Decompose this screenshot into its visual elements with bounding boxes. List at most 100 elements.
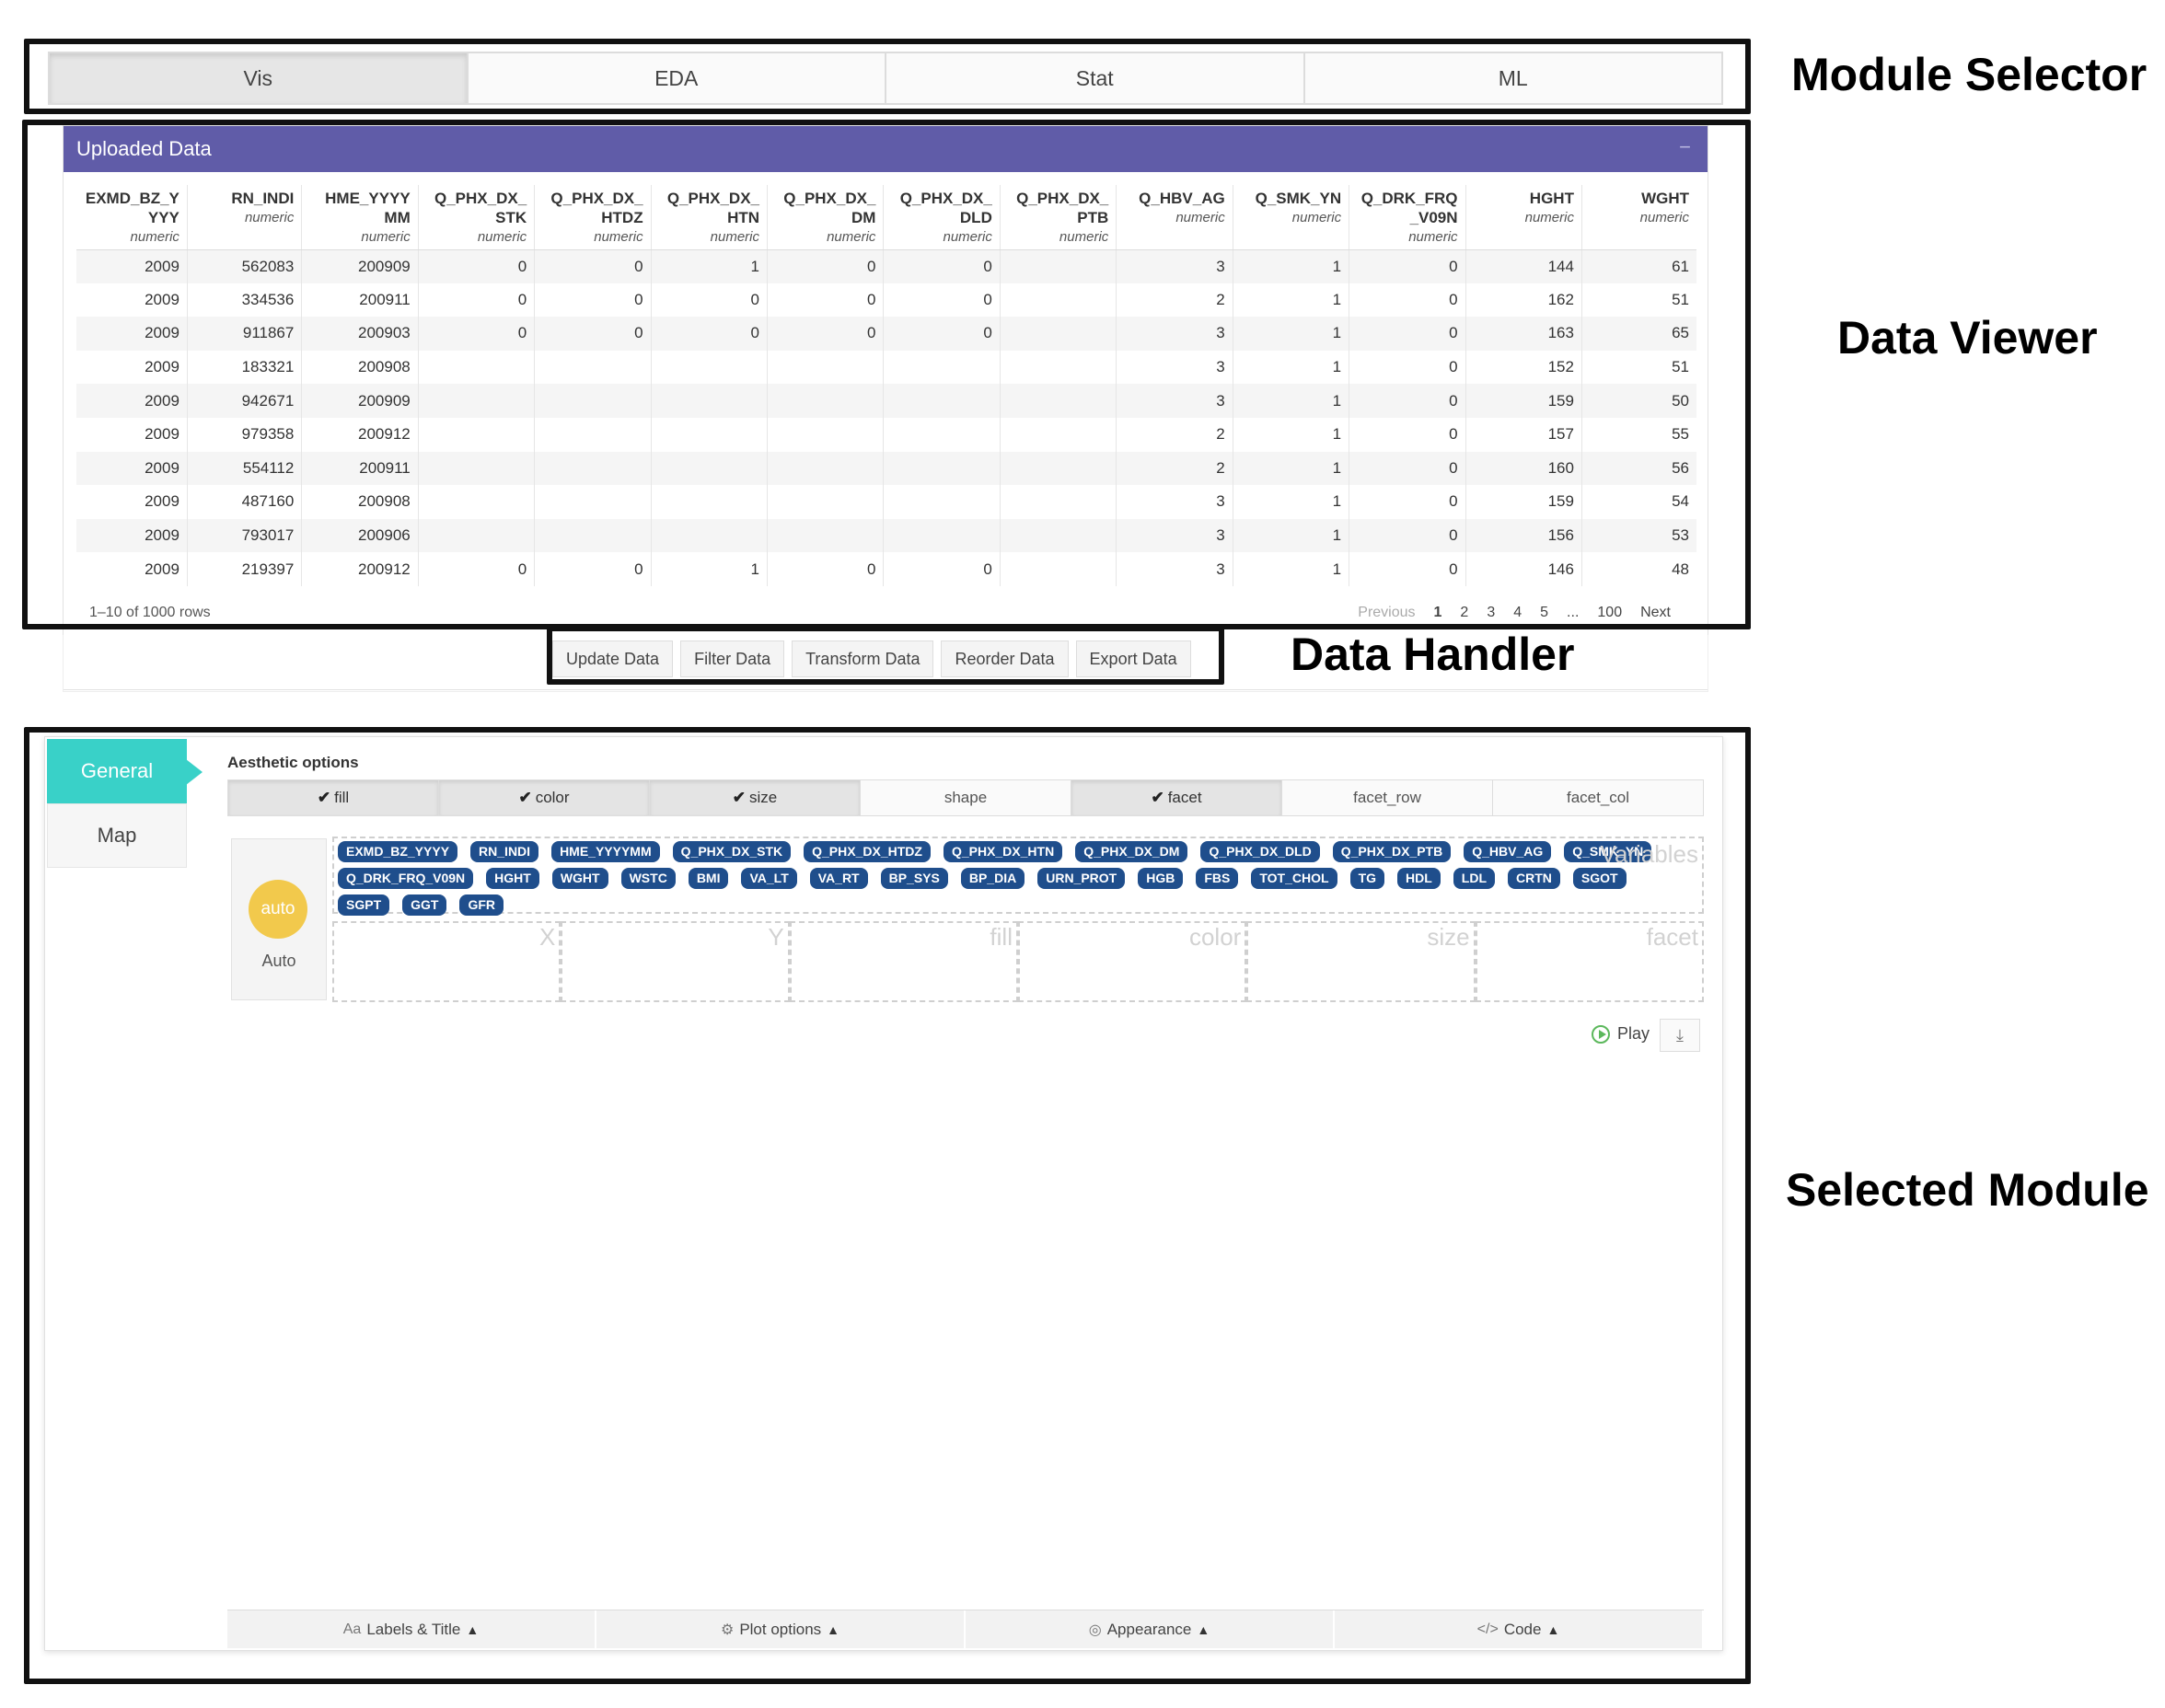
column-type: numeric <box>130 229 179 245</box>
variable-chip[interactable]: Q_PHX_DX_DM <box>1075 841 1188 862</box>
aesthetic-facet-col-toggle[interactable]: facet_col <box>1493 780 1703 815</box>
page-button[interactable]: 3 <box>1487 605 1496 620</box>
column-header[interactable]: HME_YYYY MM numeric <box>301 185 419 250</box>
tab-stat[interactable]: Stat <box>886 53 1305 103</box>
aesthetic-label: facet <box>1167 789 1202 806</box>
variable-chip[interactable]: GFR <box>459 894 504 916</box>
selected-module-annotation: Selected Module <box>1786 1164 2149 1216</box>
labels-title-button[interactable]: Aa Labels & Title ▲ <box>227 1610 596 1648</box>
uploaded-data-box: Uploaded Data − EXMD_BZ_Y YYY numeric RN_I… <box>63 125 1708 690</box>
transform-data-button[interactable]: Transform Data <box>792 640 934 677</box>
variable-chip[interactable]: WGHT <box>551 868 608 889</box>
page-button[interactable]: 100 <box>1597 605 1623 620</box>
variable-chip[interactable]: BP_DIA <box>960 868 1025 889</box>
variable-chip[interactable]: VA_LT <box>741 868 797 889</box>
data-viewer-frame <box>22 120 1751 629</box>
variable-chip[interactable]: Q_PHX_DX_PTB <box>1332 841 1452 862</box>
tab-vis[interactable]: Vis <box>50 53 469 103</box>
drop-zone-fill[interactable]: fill <box>789 921 1018 1002</box>
column-header[interactable]: Q_PHX_DX_ DLD numeric <box>883 185 1001 250</box>
aesthetic-size-toggle[interactable]: ✔ size <box>650 780 861 815</box>
variable-chip[interactable]: EXMD_BZ_YYYY <box>338 841 458 862</box>
variable-chip[interactable]: RN_INDI <box>470 841 539 862</box>
data-box-header: Uploaded Data − <box>64 126 1708 172</box>
auto-button[interactable]: auto <box>249 880 307 939</box>
page-button[interactable]: 2 <box>1460 605 1469 620</box>
variable-chip[interactable]: HME_YYYYMM <box>551 841 660 862</box>
column-header[interactable]: Q_PHX_DX_ HTN numeric <box>651 185 769 250</box>
column-header[interactable]: RN_INDI numeric <box>187 185 303 250</box>
variable-chip[interactable]: FBS <box>1196 868 1239 889</box>
variable-chip[interactable]: Q_PHX_DX_HTN <box>943 841 1063 862</box>
export-data-button[interactable]: Export Data <box>1075 640 1191 677</box>
drop-zone-x[interactable]: X <box>332 921 562 1002</box>
tab-map[interactable]: Map <box>47 803 187 868</box>
page-button[interactable]: 4 <box>1513 605 1522 620</box>
aesthetic-facet-toggle[interactable]: ✔ facet <box>1071 780 1282 815</box>
variable-chip[interactable]: Q_DRK_FRQ_V09N <box>338 868 474 889</box>
collapse-icon[interactable]: − <box>1679 135 1691 158</box>
drop-zone-size[interactable]: size <box>1246 921 1476 1002</box>
variable-chip[interactable]: TOT_CHOL <box>1251 868 1337 889</box>
column-header[interactable]: Q_PHX_DX_ STK numeric <box>418 185 536 250</box>
variable-chip[interactable]: LDL <box>1453 868 1496 889</box>
aesthetic-facet-row-toggle[interactable]: facet_row <box>1282 780 1493 815</box>
column-header[interactable]: HGHT numeric <box>1465 185 1582 250</box>
column-header[interactable]: Q_PHX_DX_ PTB numeric <box>1000 185 1117 250</box>
variable-chip[interactable]: Q_PHX_DX_DLD <box>1200 841 1320 862</box>
variable-chip[interactable]: BMI <box>688 868 729 889</box>
column-header[interactable]: Q_SMK_YN numeric <box>1233 185 1350 250</box>
aesthetic-color-toggle[interactable]: ✔ color <box>439 780 650 815</box>
column-header[interactable]: WGHT numeric <box>1581 185 1696 250</box>
drop-zone-color[interactable]: color <box>1017 921 1247 1002</box>
filter-data-button[interactable]: Filter Data <box>680 640 785 677</box>
page-button[interactable]: 5 <box>1540 605 1549 620</box>
table-cell: 200906 <box>301 518 419 553</box>
tab-general[interactable]: General <box>47 739 203 803</box>
previous-button[interactable]: Previous <box>1358 605 1416 620</box>
column-header[interactable]: Q_DRK_FRQ _V09N numeric <box>1349 185 1466 250</box>
tab-ml[interactable]: ML <box>1304 53 1721 103</box>
column-header[interactable]: EXMD_BZ_Y YYY numeric <box>76 185 188 250</box>
variable-chip[interactable]: SGOT <box>1572 868 1627 889</box>
variable-chip[interactable]: Q_SMK_YN <box>1564 841 1652 862</box>
variable-chip[interactable]: Q_PHX_DX_STK <box>672 841 792 862</box>
column-header[interactable]: Q_HBV_AG numeric <box>1116 185 1233 250</box>
appearance-button[interactable]: ◎ Appearance ▲ <box>966 1610 1335 1648</box>
plot-options-button[interactable]: ⚙ Plot options ▲ <box>596 1610 966 1648</box>
column-header[interactable]: Q_PHX_DX_ DM numeric <box>767 185 885 250</box>
next-button[interactable]: Next <box>1640 605 1671 620</box>
variable-chip[interactable]: HDL <box>1397 868 1441 889</box>
tab-eda[interactable]: EDA <box>468 53 886 103</box>
table-cell: 911867 <box>187 317 303 351</box>
drop-zone-y[interactable]: Y <box>561 921 790 1002</box>
table-cell: 0 <box>534 317 652 351</box>
variable-chip[interactable]: Q_PHX_DX_HTDZ <box>804 841 931 862</box>
drop-zone-facet[interactable]: facet <box>1475 921 1704 1002</box>
code-button[interactable]: </> Code ▲ <box>1335 1610 1704 1648</box>
table-cell: 0 <box>883 317 1001 351</box>
variable-chip[interactable]: BP_SYS <box>880 868 948 889</box>
page-button[interactable]: 1 <box>1433 605 1442 620</box>
variable-chip[interactable]: HGHT <box>486 868 539 889</box>
table-cell <box>534 451 652 486</box>
variable-chip[interactable]: URN_PROT <box>1037 868 1126 889</box>
variable-chip[interactable]: CRTN <box>1508 868 1560 889</box>
variable-chip[interactable]: VA_RT <box>809 868 868 889</box>
variable-chip[interactable]: Q_HBV_AG <box>1464 841 1552 862</box>
update-data-button[interactable]: Update Data <box>552 640 674 677</box>
check-icon: ✔ <box>317 789 331 806</box>
variable-chip[interactable]: TG <box>1349 868 1385 889</box>
play-button[interactable]: Play <box>1592 1024 1650 1044</box>
download-button[interactable]: ⤓ <box>1660 1019 1700 1052</box>
aesthetic-shape-toggle[interactable]: shape <box>861 780 1071 815</box>
table-cell: 0 <box>1349 283 1466 317</box>
aesthetic-fill-toggle[interactable]: ✔ fill <box>228 780 439 815</box>
reorder-data-button[interactable]: Reorder Data <box>941 640 1069 677</box>
variable-chip[interactable]: HGB <box>1138 868 1184 889</box>
variable-chip[interactable]: GGT <box>402 894 447 916</box>
variable-chip[interactable]: WSTC <box>620 868 676 889</box>
page-button[interactable]: ... <box>1567 605 1580 620</box>
variable-chip[interactable]: SGPT <box>338 894 390 916</box>
column-header[interactable]: Q_PHX_DX_ HTDZ numeric <box>534 185 652 250</box>
